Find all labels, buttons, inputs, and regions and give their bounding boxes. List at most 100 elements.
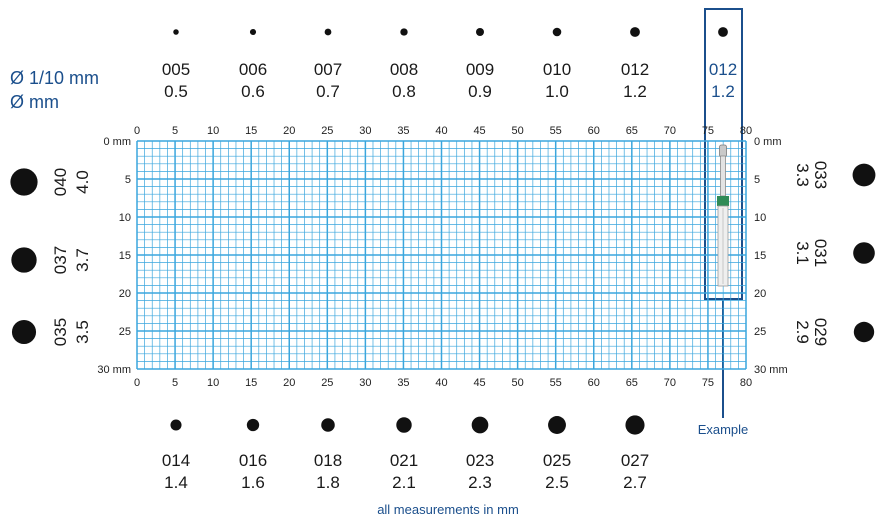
size-dot xyxy=(400,28,408,36)
x-tick-label: 50 xyxy=(512,125,524,137)
x-tick-label: 40 xyxy=(435,377,447,389)
x-tick-label: 40 xyxy=(435,125,447,137)
size-dot xyxy=(625,415,645,435)
y-tick-labels-left: 0 mm 5 10 15 20 25 30 mm xyxy=(97,136,131,376)
x-tick-label: 0 xyxy=(134,377,140,389)
size-mm: 3.3 xyxy=(793,163,812,187)
x-tick-label: 65 xyxy=(626,377,638,389)
x-tick-label: 45 xyxy=(473,377,485,389)
x-tick-label: 75 xyxy=(702,125,714,137)
x-tick-labels-top: 0 5 10 15 20 25 30 35 40 45 50 55 60 65 70 75 80 xyxy=(134,125,752,137)
x-tick-label: 15 xyxy=(245,125,257,137)
example-size-dot xyxy=(718,27,728,37)
size-mm: 1.8 xyxy=(316,473,340,492)
x-tick-label: 35 xyxy=(397,377,409,389)
size-code: 040 xyxy=(51,168,70,196)
size-mm: 0.6 xyxy=(241,82,265,101)
example-mm: 1.2 xyxy=(711,82,735,101)
size-dot xyxy=(10,168,38,196)
size-mm: 2.5 xyxy=(545,473,569,492)
size-mm: 4.0 xyxy=(73,170,92,194)
size-dot xyxy=(630,27,640,37)
y-tick-label: 0 mm xyxy=(754,136,782,148)
y-tick-label: 25 xyxy=(119,326,131,338)
size-code: 037 xyxy=(51,246,70,274)
size-dot xyxy=(324,28,332,36)
size-dot xyxy=(246,418,260,432)
y-tick-label: 5 xyxy=(754,174,760,186)
x-tick-label: 60 xyxy=(588,125,600,137)
y-tick-label: 15 xyxy=(119,250,131,262)
x-tick-label: 55 xyxy=(550,377,562,389)
left-size-column: 040 4.0 037 3.7 035 3.5 xyxy=(10,168,92,346)
x-tick-label: 45 xyxy=(473,125,485,137)
x-tick-label: 0 xyxy=(134,125,140,137)
size-mm: 0.8 xyxy=(392,82,416,101)
y-tick-label: 25 xyxy=(754,326,766,338)
bur-instrument-icon xyxy=(717,144,729,287)
size-mm: 1.4 xyxy=(164,473,188,492)
size-dot xyxy=(396,417,412,433)
y-tick-label: 10 xyxy=(119,212,131,224)
size-dot xyxy=(476,28,484,36)
size-mm: 0.9 xyxy=(468,82,492,101)
x-tick-label: 10 xyxy=(207,377,219,389)
y-tick-label: 20 xyxy=(754,288,766,300)
top-size-row: 005 0.5 006 0.6 007 0.7 008 0.8 009 0.9 010 1.0 012 1… xyxy=(162,27,649,101)
measurement-grid xyxy=(136,140,747,370)
y-tick-label: 30 mm xyxy=(754,364,788,376)
x-tick-labels-bottom: 0 5 10 15 20 25 30 35 40 45 50 55 60 65 70 75 80 xyxy=(134,377,752,389)
size-dot xyxy=(552,27,562,37)
size-dot xyxy=(548,416,566,434)
size-code: 009 xyxy=(466,60,494,79)
x-tick-label: 25 xyxy=(321,125,333,137)
x-tick-label: 35 xyxy=(397,125,409,137)
size-mm: 2.3 xyxy=(468,473,492,492)
x-tick-label: 75 xyxy=(702,377,714,389)
size-mm: 2.7 xyxy=(623,473,647,492)
size-code: 031 xyxy=(811,239,830,267)
size-code: 033 xyxy=(811,161,830,189)
size-code: 021 xyxy=(390,451,418,470)
size-dot xyxy=(11,247,37,273)
legend-code-label: Ø 1/10 mm xyxy=(10,68,99,88)
x-tick-label: 30 xyxy=(359,125,371,137)
y-tick-labels-right: 0 mm 5 10 15 20 25 30 mm xyxy=(754,136,788,376)
size-dot xyxy=(852,163,876,187)
y-tick-label: 5 xyxy=(125,174,131,186)
y-tick-label: 0 mm xyxy=(104,136,132,148)
size-dot xyxy=(11,319,37,345)
size-mm: 1.2 xyxy=(623,82,647,101)
x-tick-label: 25 xyxy=(321,377,333,389)
x-tick-label: 70 xyxy=(664,125,676,137)
size-mm: 1.0 xyxy=(545,82,569,101)
size-mm: 1.6 xyxy=(241,473,265,492)
x-tick-label: 20 xyxy=(283,125,295,137)
size-code: 005 xyxy=(162,60,190,79)
x-tick-label: 80 xyxy=(740,377,752,389)
size-code: 010 xyxy=(543,60,571,79)
size-dot xyxy=(249,28,257,36)
size-code: 023 xyxy=(466,451,494,470)
size-mm: 3.1 xyxy=(793,241,812,265)
y-tick-label: 20 xyxy=(119,288,131,300)
x-tick-label: 65 xyxy=(626,125,638,137)
size-mm: 0.5 xyxy=(164,82,188,101)
x-tick-label: 70 xyxy=(664,377,676,389)
size-dot xyxy=(173,29,179,35)
x-tick-label: 80 xyxy=(740,125,752,137)
x-tick-label: 60 xyxy=(588,377,600,389)
bottom-size-row: 014 1.4 016 1.6 018 1.8 021 2.1 023 2.3 025 2.5 027 2… xyxy=(162,415,649,492)
size-mm: 2.9 xyxy=(793,320,812,344)
size-mm: 3.7 xyxy=(73,248,92,272)
y-tick-label: 30 mm xyxy=(97,364,131,376)
size-code: 016 xyxy=(239,451,267,470)
y-tick-label: 10 xyxy=(754,212,766,224)
size-mm: 3.5 xyxy=(73,320,92,344)
y-tick-label: 15 xyxy=(754,250,766,262)
size-code: 035 xyxy=(51,318,70,346)
x-tick-label: 50 xyxy=(512,377,524,389)
x-tick-label: 5 xyxy=(172,377,178,389)
